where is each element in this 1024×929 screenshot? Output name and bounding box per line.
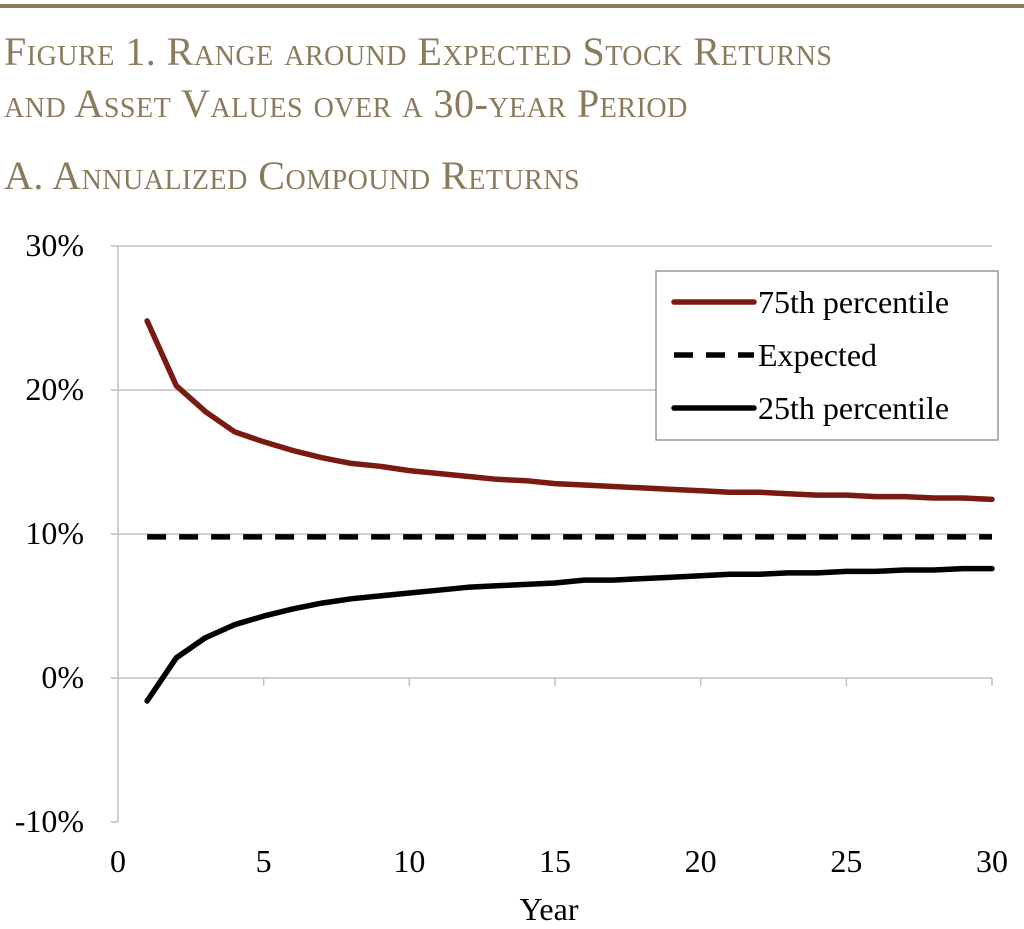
legend-label: 25th percentile <box>758 390 949 426</box>
figure-title: Figure 1. Range around Expected Stock Re… <box>4 26 1014 130</box>
top-rule <box>0 4 1024 8</box>
x-axis-title: Year <box>520 891 579 927</box>
y-tick-label: -10% <box>15 803 84 839</box>
x-tick-label: 5 <box>256 843 272 879</box>
x-tick-label: 25 <box>830 843 862 879</box>
x-tick-label: 10 <box>393 843 425 879</box>
figure-title-line2: and Asset Values over a 30-year Period <box>4 81 688 126</box>
y-tick-label: 0% <box>41 659 84 695</box>
x-tick-label: 20 <box>685 843 717 879</box>
axes: -10% 0% 10% 20% 30% 0 5 10 15 20 25 30 Year <box>15 227 1008 927</box>
x-tick-label: 15 <box>539 843 571 879</box>
y-tick-label: 20% <box>25 371 84 407</box>
legend: 75th percentile Expected 25th percentile <box>655 270 999 441</box>
figure-title-line1: Figure 1. Range around Expected Stock Re… <box>4 29 833 74</box>
x-tick-label: 30 <box>976 843 1008 879</box>
y-tick-label: 10% <box>25 515 84 551</box>
series-line-25th-percentile <box>144 565 995 704</box>
panel-title: A. Annualized Compound Returns <box>4 153 581 198</box>
legend-label: Expected <box>758 337 877 373</box>
y-tick-label: 30% <box>25 227 84 263</box>
x-tick-label: 0 <box>110 843 126 879</box>
legend-label: 75th percentile <box>758 284 949 320</box>
series-line-75th-percentile <box>144 318 995 503</box>
series <box>144 318 995 704</box>
